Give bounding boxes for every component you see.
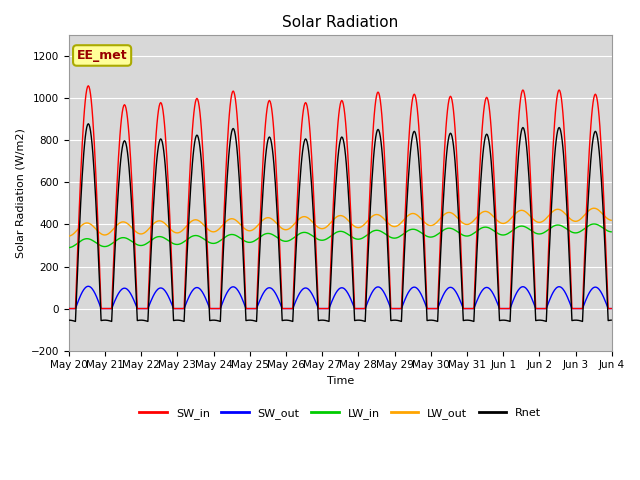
Title: Solar Radiation: Solar Radiation <box>282 15 399 30</box>
Y-axis label: Solar Radiation (W/m2): Solar Radiation (W/m2) <box>15 128 25 258</box>
Text: EE_met: EE_met <box>77 49 127 62</box>
Legend: SW_in, SW_out, LW_in, LW_out, Rnet: SW_in, SW_out, LW_in, LW_out, Rnet <box>135 404 546 423</box>
X-axis label: Time: Time <box>326 376 354 386</box>
